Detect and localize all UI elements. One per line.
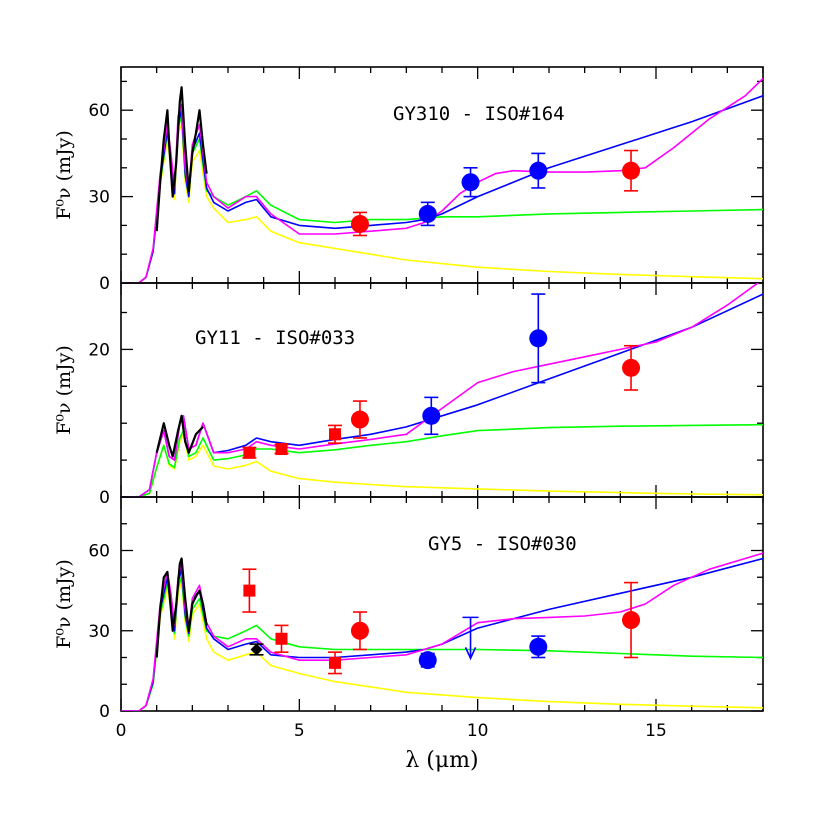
series-line [155,557,208,658]
data-point [250,643,263,656]
series-line [121,581,763,711]
data-point [243,446,256,459]
series-group [121,77,763,283]
panel-1: 0 30 60 F⁰ν (mJy) GY310 - ISO#164 [53,66,764,294]
series-group [121,552,763,711]
x-axis-label: λ (μm) [405,748,478,773]
panel-2: 0 20 F⁰ν (mJy) GY11 - ISO#033 [53,282,764,508]
x-tick-label: 0 [116,721,127,741]
data-point [622,358,641,377]
data-point [350,410,369,429]
data-point [275,632,288,645]
x-tick-label: 10 [467,721,489,741]
series-line [155,86,208,232]
panel-title: GY310 - ISO#164 [393,103,565,125]
y-tick-label: 60 [88,542,110,562]
data-point [529,329,548,348]
data-point [529,161,548,180]
y-tick-label: 0 [99,488,110,508]
data-point [350,214,369,233]
y-axis-label: F⁰ν (mJy) [53,345,75,435]
data-point [529,637,548,656]
panel-frame [120,66,764,284]
y-tick-label: 20 [88,340,110,360]
series-line [121,552,763,711]
data-point [418,651,437,670]
data-point [418,204,437,223]
panel-title: GY11 - ISO#033 [195,327,355,349]
series-line [155,414,204,458]
x-tick-label: 15 [645,721,667,741]
upper-limit-arrow [464,647,477,661]
y-tick-label: 30 [88,188,110,208]
panel-frame [120,496,764,712]
data-point [350,621,369,640]
data-point [329,656,341,669]
data-point [622,161,641,180]
y-tick-label: 60 [88,101,110,121]
panel-frame [120,282,764,498]
x-tick-label: 5 [294,721,305,741]
y-tick-label: 0 [99,702,110,722]
data-point [275,443,288,456]
y-axis-label: F⁰ν (mJy) [53,130,75,220]
panel-3: 0 30 60 0 5 10 15 F⁰ν (mJy) GY5 - ISO#030 [53,496,764,741]
series-line [121,433,763,497]
data-point [461,173,480,192]
series-line [121,423,763,497]
panel-title: GY5 - ISO#030 [428,533,577,555]
series-line [121,557,763,711]
y-tick-label: 30 [88,622,110,642]
panels: 0 30 60 F⁰ν (mJy) GY310 - ISO#164 0 20 F⁰ν (mJy… [53,66,764,741]
data-point [622,611,641,630]
y-axis-label: F⁰ν (mJy) [53,559,75,649]
data-point [329,428,341,441]
data-point [422,406,441,425]
series-group [121,283,763,497]
y-tick-label: 0 [99,274,110,294]
data-point [243,584,256,597]
series-line [121,283,760,497]
series-line [121,77,763,283]
